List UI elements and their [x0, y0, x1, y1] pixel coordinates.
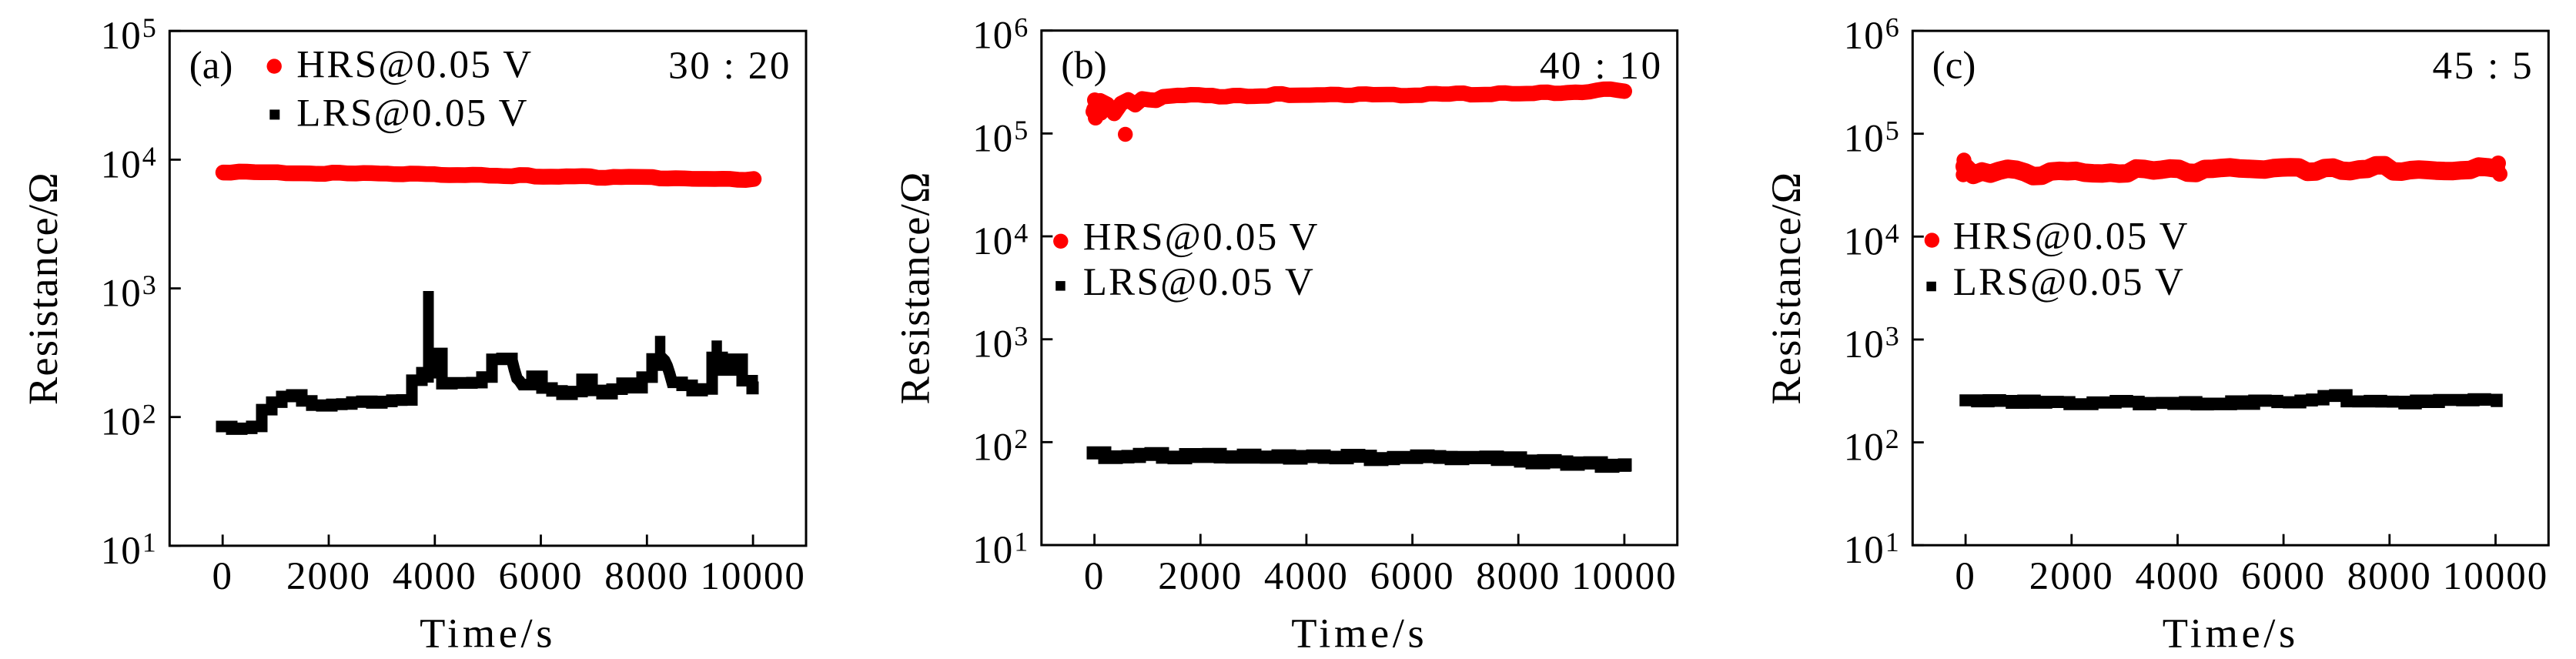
svg-text:106: 106 — [1844, 12, 1899, 58]
svg-text:104: 104 — [1844, 218, 1899, 263]
svg-text:30 : 20: 30 : 20 — [668, 45, 791, 88]
svg-text:(a): (a) — [189, 45, 233, 88]
svg-text:102: 102 — [972, 423, 1028, 469]
svg-text:Resistance/Ω: Resistance/Ω — [19, 172, 66, 405]
svg-text:106: 106 — [972, 12, 1028, 57]
svg-text:LRS@0.05 V: LRS@0.05 V — [296, 92, 528, 135]
svg-text:101: 101 — [972, 527, 1028, 572]
svg-text:0: 0 — [1084, 555, 1106, 598]
svg-text:Time/s: Time/s — [420, 610, 556, 657]
svg-text:4000: 4000 — [393, 555, 477, 598]
svg-text:103: 103 — [972, 320, 1028, 366]
svg-text:10000: 10000 — [1571, 555, 1678, 598]
svg-text:10000: 10000 — [700, 555, 806, 598]
svg-text:HRS@0.05 V: HRS@0.05 V — [1953, 216, 2190, 259]
svg-text:LRS@0.05 V: LRS@0.05 V — [1953, 261, 2185, 304]
svg-text:Time/s: Time/s — [2163, 610, 2299, 657]
svg-text:105: 105 — [1844, 115, 1899, 160]
svg-text:103: 103 — [1844, 321, 1899, 366]
svg-text:(b): (b) — [1061, 45, 1106, 88]
svg-text:4000: 4000 — [2136, 555, 2220, 598]
svg-text:8000: 8000 — [1476, 555, 1561, 598]
svg-text:HRS@0.05 V: HRS@0.05 V — [1083, 216, 1320, 259]
svg-text:103: 103 — [101, 269, 156, 315]
svg-text:Resistance/Ω: Resistance/Ω — [1762, 172, 1809, 405]
svg-text:104: 104 — [101, 141, 156, 186]
svg-text:0: 0 — [212, 555, 233, 598]
svg-text:8000: 8000 — [2347, 555, 2432, 598]
svg-text:LRS@0.05 V: LRS@0.05 V — [1083, 261, 1315, 304]
svg-text:4000: 4000 — [1264, 555, 1349, 598]
svg-text:101: 101 — [1844, 527, 1899, 572]
svg-text:40 : 10: 40 : 10 — [1540, 45, 1663, 88]
svg-text:Time/s: Time/s — [1291, 610, 1427, 657]
svg-text:105: 105 — [101, 12, 156, 58]
svg-text:Resistance/Ω: Resistance/Ω — [892, 171, 938, 404]
svg-text:105: 105 — [972, 115, 1028, 160]
svg-text:6000: 6000 — [2241, 555, 2326, 598]
svg-text:102: 102 — [101, 398, 156, 443]
svg-text:6000: 6000 — [1370, 555, 1455, 598]
svg-text:2000: 2000 — [286, 555, 371, 598]
svg-text:HRS@0.05 V: HRS@0.05 V — [296, 44, 533, 87]
svg-text:104: 104 — [972, 218, 1028, 263]
svg-text:0: 0 — [1955, 555, 1976, 598]
svg-text:8000: 8000 — [604, 555, 689, 598]
svg-text:2000: 2000 — [2029, 555, 2114, 598]
svg-text:2000: 2000 — [1158, 555, 1243, 598]
svg-text:101: 101 — [101, 527, 156, 573]
svg-text:45 : 5: 45 : 5 — [2433, 45, 2534, 88]
svg-text:10000: 10000 — [2443, 555, 2549, 598]
svg-text:(c): (c) — [1932, 45, 1976, 88]
svg-text:6000: 6000 — [499, 555, 584, 598]
svg-text:102: 102 — [1844, 423, 1899, 469]
